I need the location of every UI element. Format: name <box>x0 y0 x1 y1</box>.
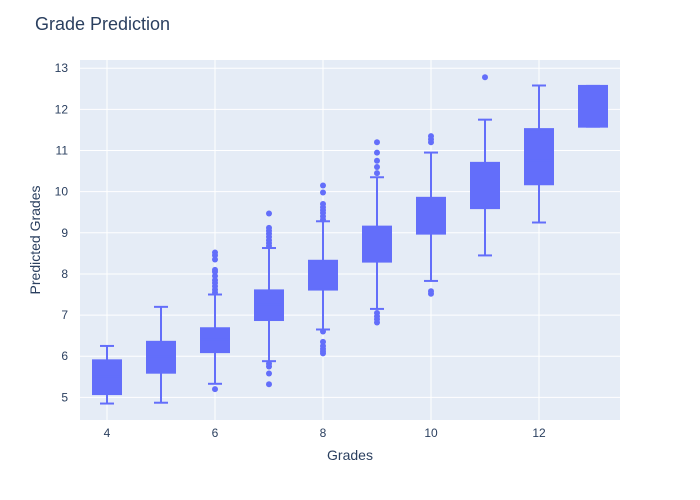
outlier-point <box>212 277 218 284</box>
y-tick-label: 13 <box>55 61 69 75</box>
outlier-point <box>212 256 218 263</box>
box-group <box>308 182 338 357</box>
outlier-point <box>320 182 326 189</box>
box-iqr <box>146 340 176 374</box>
box-group <box>92 344 122 405</box>
y-tick-label: 7 <box>61 308 68 322</box>
outlier-point <box>212 386 218 393</box>
box-group <box>254 210 284 388</box>
box-group <box>362 139 392 326</box>
x-tick-label: 4 <box>104 426 111 440</box>
box-group <box>524 84 554 224</box>
x-tick-label: 6 <box>212 426 219 440</box>
x-tick-label: 10 <box>424 426 438 440</box>
y-tick-label: 5 <box>61 390 68 404</box>
outlier-point <box>320 189 326 196</box>
outlier-point <box>374 139 380 146</box>
box-iqr <box>524 128 554 186</box>
box-group <box>578 84 608 128</box>
box-iqr <box>578 84 608 128</box>
outlier-point <box>428 288 434 295</box>
y-tick-label: 11 <box>56 144 69 158</box>
outlier-point <box>374 163 380 170</box>
outlier-point <box>320 338 326 345</box>
outlier-point <box>212 249 218 256</box>
outlier-point <box>374 157 380 164</box>
box-group <box>470 74 500 257</box>
x-tick-label: 12 <box>532 426 546 440</box>
outlier-point <box>374 170 380 177</box>
outlier-point <box>320 342 326 349</box>
box-group <box>146 305 176 404</box>
tick-labels: 5 6 7 8 9 10 11 12 13 4 6 8 10 12 <box>55 61 546 440</box>
x-axis-title: Grades <box>327 447 373 463</box>
outlier-point <box>212 273 218 279</box>
y-axis-title: Predicted Grades <box>27 186 43 295</box>
outlier-point <box>266 360 272 367</box>
outlier-point <box>320 201 326 207</box>
box-iqr <box>470 161 500 210</box>
outlier-point <box>374 149 380 156</box>
outlier-point <box>428 133 434 140</box>
x-tick-label: 8 <box>320 426 327 440</box>
box-group <box>200 249 230 393</box>
box-group <box>416 133 446 297</box>
y-tick-label: 8 <box>61 267 68 281</box>
outlier-point <box>266 381 272 388</box>
outlier-point <box>266 370 272 377</box>
outlier-point <box>374 310 380 317</box>
outlier-point <box>482 74 488 81</box>
y-tick-label: 12 <box>55 102 69 116</box>
box-marks <box>92 74 608 405</box>
y-tick-label: 9 <box>61 226 68 240</box>
outlier-point <box>266 224 272 231</box>
outlier-point <box>266 210 272 217</box>
y-tick-label: 6 <box>61 349 68 363</box>
outlier-point <box>320 328 326 335</box>
y-tick-label: 10 <box>55 185 69 199</box>
chart-title: Grade Prediction <box>35 14 170 34</box>
outlier-point <box>212 266 218 273</box>
